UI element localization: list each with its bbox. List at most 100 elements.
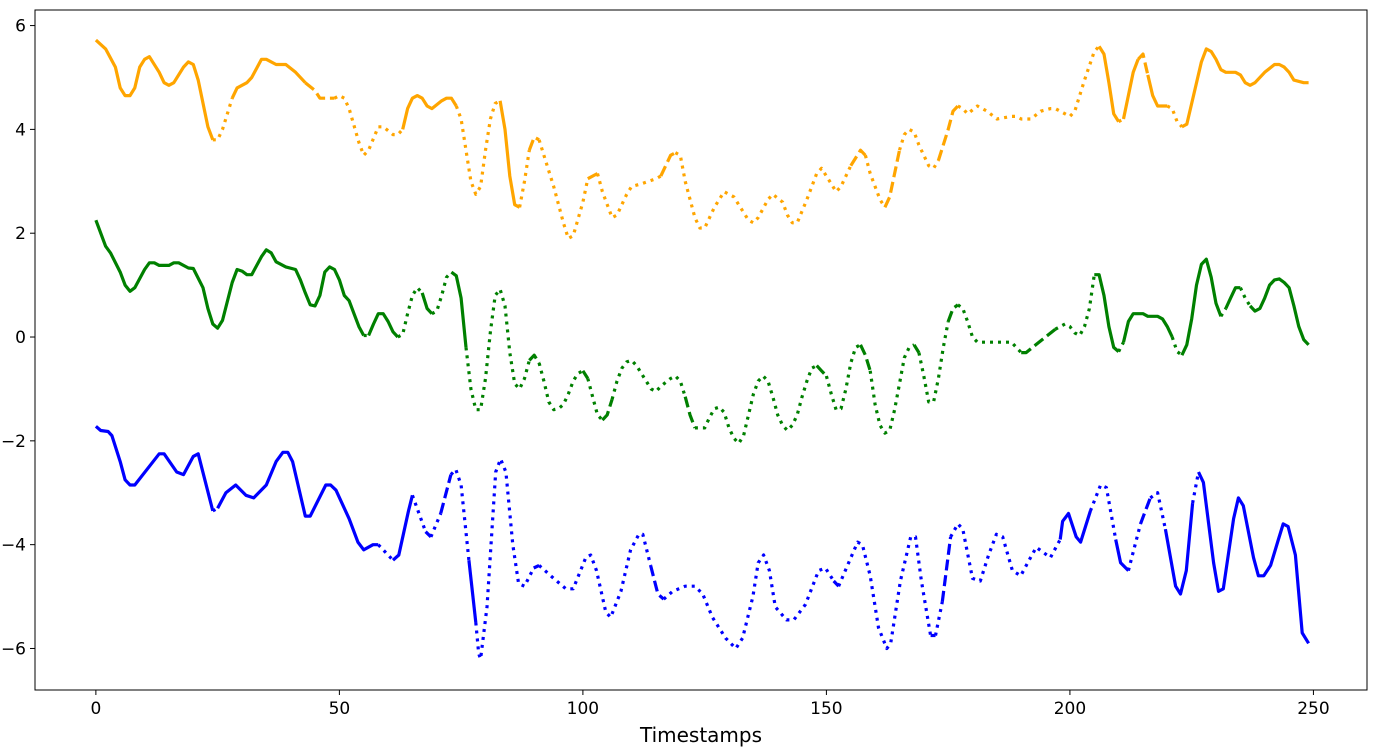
series-0-dashed-segment [304, 81, 335, 100]
series-0-dashed-segment [659, 151, 677, 177]
series-2-dotted-segment [837, 535, 933, 651]
series-0-dotted-segment [897, 127, 940, 170]
series-1-dotted-segment [1117, 341, 1125, 353]
series-1-dotted-segment [868, 343, 915, 435]
series-0-solid-segment [1097, 45, 1120, 123]
x-tick-label: 150 [810, 699, 842, 719]
series-0-solid-segment [498, 100, 521, 209]
series-0-dashed-segment [587, 172, 599, 181]
y-axis: −6 −4 −2 0 2 4 6 [1, 17, 35, 659]
series-0-solid-segment [230, 57, 307, 99]
series-0-dotted-segment [595, 173, 662, 220]
series-1-dotted-segment [431, 271, 453, 316]
x-axis: 0 50 100 150 200 250 [90, 690, 1330, 719]
series-1-dotted-segment [586, 378, 604, 422]
series-2-dotted-segment [949, 522, 1062, 583]
y-tick-label: 0 [15, 328, 26, 348]
series-2-dotted-segment [1126, 523, 1143, 572]
x-tick-label: 0 [90, 699, 101, 719]
series-1-dashed-segment [601, 398, 614, 422]
series-2-solid-segment [216, 450, 379, 552]
y-tick-label: 2 [15, 224, 26, 244]
series-2-dotted-segment [212, 506, 219, 513]
series-0-dotted-segment [333, 94, 404, 157]
series-1-dotted-segment [464, 287, 531, 412]
series-1-solid-segment [420, 292, 434, 315]
series-1-dotted-segment [1170, 336, 1183, 357]
series-2-solid-segment [1114, 539, 1130, 572]
series-0-dashed-segment [936, 104, 960, 161]
series-0-dotted-segment [957, 45, 1101, 121]
y-tick-label: −2 [1, 432, 26, 452]
series-1-solid-segment [1180, 257, 1223, 356]
series-1-dotted-segment [397, 286, 424, 339]
series-1-solid-segment [1248, 277, 1310, 346]
series-1-dotted-segment [694, 364, 818, 445]
series-1-solid-segment [94, 219, 366, 337]
series-1-dotted-segment [1238, 287, 1252, 307]
series-2-dotted-segment [1088, 483, 1118, 540]
series-1-dotted-segment [917, 321, 950, 404]
series-2-dashed-segment [439, 474, 453, 514]
series-0-solid-segment [1181, 47, 1309, 129]
series-2-dotted-segment [410, 494, 428, 533]
series-2-dotted-segment [474, 457, 536, 661]
series-2-solid-segment [467, 560, 478, 623]
series-1-dashed-segment [912, 343, 921, 354]
series-1-dotted-segment [537, 362, 584, 412]
series-0-dashed-segment [849, 148, 867, 167]
series-1-dotted-segment [610, 358, 687, 400]
series-2-solid-segment [1197, 471, 1310, 645]
series-2-dotted-segment [377, 543, 395, 562]
series-1-dotted-segment [1219, 307, 1228, 318]
x-tick-label: 250 [1297, 699, 1329, 719]
series-2-dashed-segment [533, 563, 540, 570]
series-1-dotted-segment [1054, 274, 1096, 338]
series-0-dotted-segment [454, 99, 501, 196]
series-1-solid-segment [367, 312, 399, 339]
series-2-solid-segment [391, 494, 414, 562]
series-0-dotted-segment [674, 151, 853, 230]
series-2-solid-segment [1163, 502, 1195, 596]
series-2-dotted-segment [933, 601, 944, 636]
series-0-dotted-segment [863, 154, 887, 209]
series-0-dotted-segment [518, 149, 531, 208]
series-0-solid-segment [1146, 74, 1168, 108]
series-1-dashed-segment [581, 369, 590, 380]
y-tick-label: 6 [15, 17, 26, 37]
series-0-dotted-segment [537, 139, 590, 240]
series-1-dashed-segment [859, 344, 872, 372]
series-1-solid-segment [1224, 286, 1241, 310]
y-tick-label: 4 [15, 120, 26, 140]
series-1-solid-segment [1094, 273, 1120, 353]
series-0-dotted-segment [1166, 104, 1184, 128]
series-2-dashed-segment [1139, 497, 1152, 525]
plot-frame [34, 9, 1368, 691]
series-1-dashed-segment [946, 303, 959, 323]
series-0-solid-segment [94, 38, 215, 141]
y-tick-label: −6 [1, 639, 26, 659]
series-2-dashed-segment [649, 565, 665, 601]
series-1-solid-segment [450, 270, 468, 348]
series-0-dashed-segment [1136, 52, 1150, 76]
x-tick-label: 100 [567, 699, 599, 719]
series-0-dashed-segment [883, 149, 902, 208]
series-1-solid-segment [1121, 312, 1174, 343]
series-2-dotted-segment [662, 553, 836, 651]
series-2-dotted-segment [449, 467, 471, 561]
series-layer [94, 38, 1310, 661]
x-tick-label: 50 [329, 699, 351, 719]
y-tick-label: −4 [1, 536, 26, 556]
series-0-dotted-segment [212, 97, 234, 142]
series-1-dashed-segment [683, 396, 697, 429]
series-2-dotted-segment [1149, 491, 1167, 530]
series-0-solid-segment [1121, 58, 1140, 120]
series-1-dotted-segment [956, 303, 1023, 354]
series-0-dotted-segment [1117, 117, 1125, 124]
series-2-solid-segment [94, 425, 215, 512]
series-2-solid-segment [1058, 510, 1092, 544]
series-0-solid-segment [401, 94, 458, 130]
series-1-dashed-segment [1021, 327, 1057, 355]
x-tick-label: 200 [1054, 699, 1086, 719]
